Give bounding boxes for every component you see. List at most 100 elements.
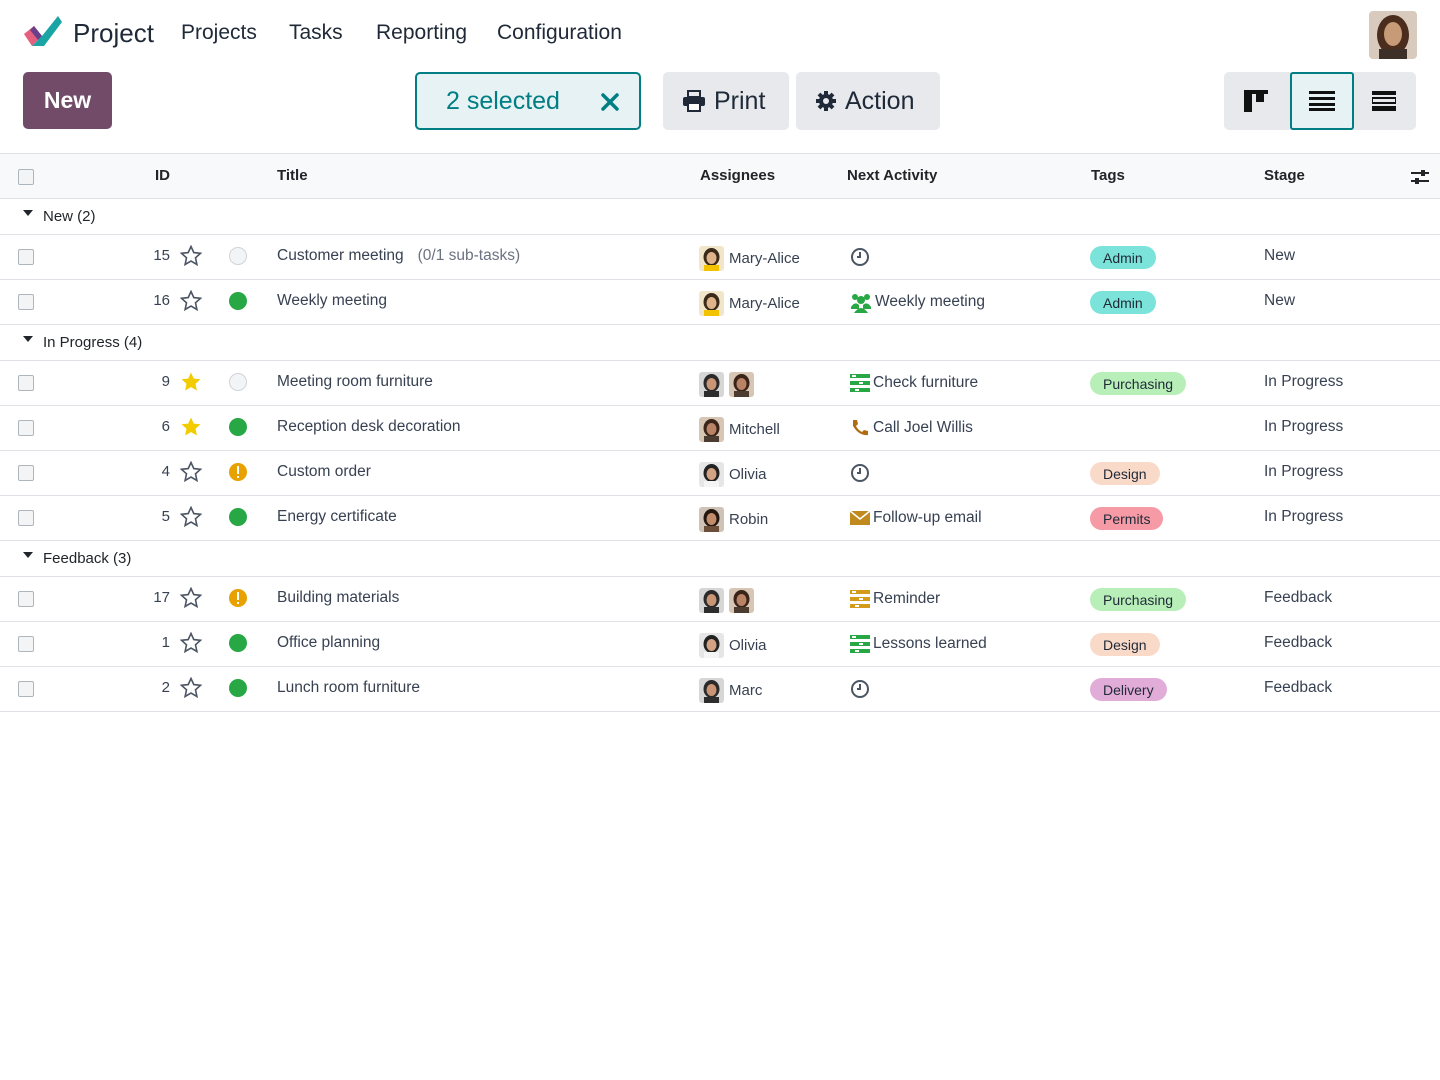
kanban-state-icon[interactable] bbox=[229, 292, 247, 310]
table-row[interactable]: 2 Lunch room furniture Marc Delivery Feedba… bbox=[0, 667, 1440, 712]
project-logo-icon[interactable] bbox=[22, 12, 62, 48]
row-checkbox[interactable] bbox=[18, 681, 34, 697]
assignee-avatar[interactable] bbox=[699, 461, 724, 487]
assignee-avatar[interactable] bbox=[699, 290, 724, 316]
table-row[interactable]: 5 Energy certificate Robin Follow-up email… bbox=[0, 496, 1440, 541]
table-row[interactable]: 17 Building materials Reminder Purchasing F… bbox=[0, 577, 1440, 622]
row-checkbox[interactable] bbox=[18, 249, 34, 265]
assignee-avatar[interactable] bbox=[729, 371, 754, 397]
column-next-activity[interactable]: Next Activity bbox=[847, 167, 938, 184]
menu-tasks[interactable]: Tasks bbox=[289, 21, 343, 44]
row-checkbox[interactable] bbox=[18, 510, 34, 526]
assignees-cell[interactable] bbox=[699, 587, 759, 613]
task-title[interactable]: Customer meeting (0/1 sub-tasks) bbox=[277, 247, 521, 264]
star-filled-icon[interactable] bbox=[180, 371, 202, 393]
select-all-checkbox[interactable] bbox=[18, 169, 34, 185]
assignees-cell[interactable]: Robin bbox=[699, 506, 768, 532]
assignees-cell[interactable] bbox=[699, 371, 759, 397]
menu-reporting[interactable]: Reporting bbox=[376, 21, 468, 44]
kanban-state-icon[interactable] bbox=[229, 508, 247, 526]
assignee-avatar[interactable] bbox=[699, 416, 724, 442]
menu-configuration[interactable]: Configuration bbox=[497, 21, 622, 44]
row-checkbox[interactable] bbox=[18, 591, 34, 607]
tasks-icon[interactable] bbox=[849, 634, 873, 654]
kanban-state-icon[interactable] bbox=[229, 463, 247, 481]
next-activity[interactable]: Follow-up email bbox=[849, 507, 982, 529]
next-activity[interactable] bbox=[849, 462, 873, 484]
table-row[interactable]: 4 Custom order Olivia Design In Progress bbox=[0, 451, 1440, 496]
next-activity[interactable] bbox=[849, 246, 873, 268]
star-icon[interactable] bbox=[180, 632, 202, 654]
table-row[interactable]: 6 Reception desk decoration Mitchell Call … bbox=[0, 406, 1440, 451]
close-icon[interactable] bbox=[599, 91, 621, 113]
star-icon[interactable] bbox=[180, 461, 202, 483]
kanban-state-icon[interactable] bbox=[229, 634, 247, 652]
print-button[interactable]: Print bbox=[663, 72, 789, 130]
new-button[interactable]: New bbox=[23, 72, 112, 129]
table-row[interactable]: 9 Meeting room furniture Check furniture P… bbox=[0, 361, 1440, 406]
assignee-avatar[interactable] bbox=[699, 371, 724, 397]
column-id[interactable]: ID bbox=[155, 167, 170, 184]
tasks-icon[interactable] bbox=[849, 373, 873, 393]
column-stage[interactable]: Stage bbox=[1264, 167, 1305, 184]
kanban-state-icon[interactable] bbox=[229, 589, 247, 607]
table-row[interactable]: 1 Office planning Olivia Lessons learned De… bbox=[0, 622, 1440, 667]
row-checkbox[interactable] bbox=[18, 375, 34, 391]
kanban-state-icon[interactable] bbox=[229, 679, 247, 697]
task-title[interactable]: Meeting room furniture bbox=[277, 373, 433, 390]
users-icon[interactable] bbox=[849, 291, 875, 313]
next-activity[interactable]: Reminder bbox=[849, 588, 940, 610]
kanban-view-button[interactable] bbox=[1224, 72, 1288, 130]
optional-columns-icon[interactable] bbox=[1411, 169, 1429, 185]
clock-icon[interactable] bbox=[849, 678, 873, 700]
assignee-avatar[interactable] bbox=[699, 587, 724, 613]
star-icon[interactable] bbox=[180, 677, 202, 699]
next-activity[interactable]: Lessons learned bbox=[849, 633, 987, 655]
assignee-avatar[interactable] bbox=[729, 587, 754, 613]
assignees-cell[interactable]: Mary-Alice bbox=[699, 290, 800, 316]
kanban-state-icon[interactable] bbox=[229, 247, 247, 265]
assignees-cell[interactable]: Mary-Alice bbox=[699, 245, 800, 271]
next-activity[interactable]: Weekly meeting bbox=[849, 291, 985, 313]
action-button[interactable]: Action bbox=[796, 72, 940, 130]
group-row[interactable]: Feedback (3) bbox=[0, 541, 1440, 577]
kanban-state-icon[interactable] bbox=[229, 418, 247, 436]
star-icon[interactable] bbox=[180, 245, 202, 267]
star-icon[interactable] bbox=[180, 506, 202, 528]
user-avatar[interactable] bbox=[1369, 11, 1417, 59]
star-filled-icon[interactable] bbox=[180, 416, 202, 438]
assignees-cell[interactable]: Marc bbox=[699, 677, 762, 703]
assignee-avatar[interactable] bbox=[699, 506, 724, 532]
column-tags[interactable]: Tags bbox=[1091, 167, 1125, 184]
task-title[interactable]: Weekly meeting bbox=[277, 292, 387, 309]
assignees-cell[interactable]: Olivia bbox=[699, 461, 767, 487]
next-activity[interactable] bbox=[849, 678, 873, 700]
task-title[interactable]: Office planning bbox=[277, 634, 381, 651]
kanban-state-icon[interactable] bbox=[229, 373, 247, 391]
row-checkbox[interactable] bbox=[18, 294, 34, 310]
task-title[interactable]: Custom order bbox=[277, 463, 371, 480]
assignee-avatar[interactable] bbox=[699, 677, 724, 703]
task-title[interactable]: Building materials bbox=[277, 589, 400, 606]
table-row[interactable]: 16 Weekly meeting Mary-Alice Weekly meetin… bbox=[0, 280, 1440, 325]
star-icon[interactable] bbox=[180, 587, 202, 609]
clock-icon[interactable] bbox=[849, 462, 873, 484]
group-row[interactable]: In Progress (4) bbox=[0, 325, 1440, 361]
star-icon[interactable] bbox=[180, 290, 202, 312]
activity-view-button[interactable] bbox=[1352, 72, 1416, 130]
clock-icon[interactable] bbox=[849, 246, 873, 268]
assignee-avatar[interactable] bbox=[699, 245, 724, 271]
next-activity[interactable]: Call Joel Willis bbox=[849, 417, 973, 439]
list-view-button[interactable] bbox=[1290, 72, 1354, 130]
column-assignees[interactable]: Assignees bbox=[700, 167, 776, 184]
row-checkbox[interactable] bbox=[18, 420, 34, 436]
tasks-icon[interactable] bbox=[849, 589, 873, 609]
task-title[interactable]: Lunch room furniture bbox=[277, 679, 421, 696]
table-row[interactable]: 15 Customer meeting (0/1 sub-tasks) Mary-A… bbox=[0, 235, 1440, 280]
next-activity[interactable]: Check furniture bbox=[849, 372, 978, 394]
column-title[interactable]: Title bbox=[277, 167, 308, 184]
task-title[interactable]: Reception desk decoration bbox=[277, 418, 461, 435]
row-checkbox[interactable] bbox=[18, 636, 34, 652]
envelope-icon[interactable] bbox=[849, 509, 873, 527]
group-row[interactable]: New (2) bbox=[0, 199, 1440, 235]
